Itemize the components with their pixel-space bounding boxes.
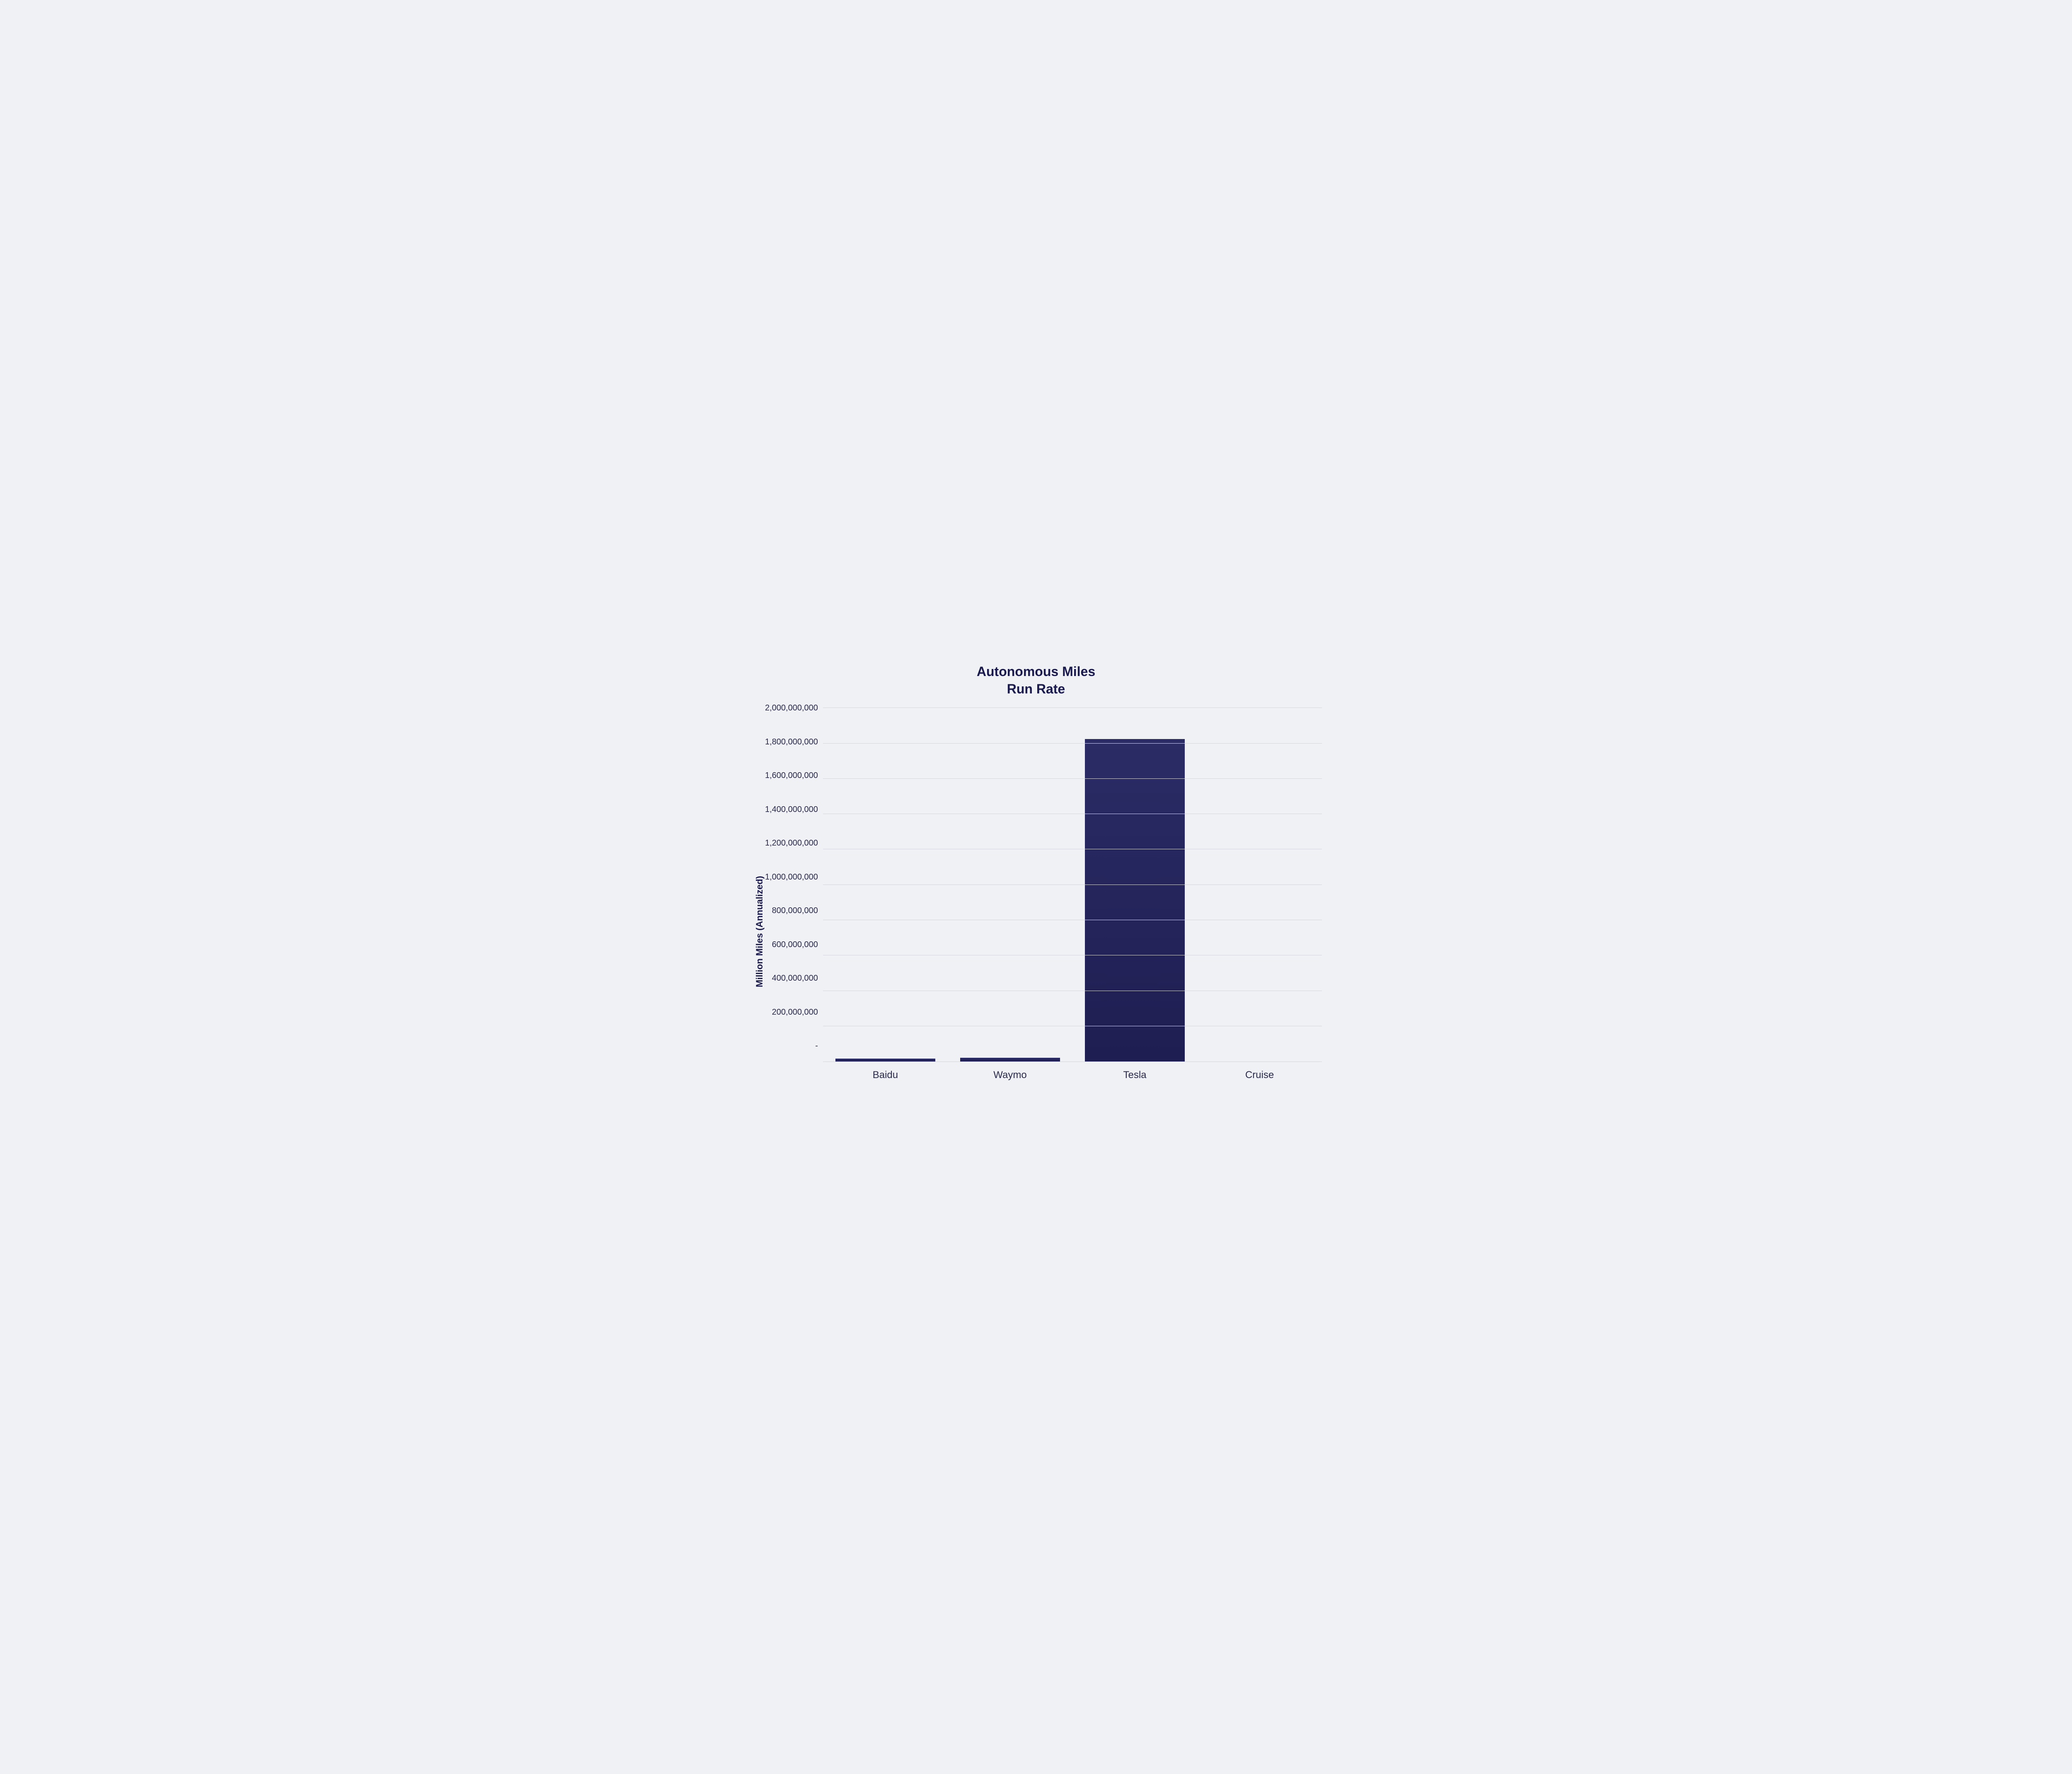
bars-group <box>823 708 1322 1061</box>
bar-slot <box>823 708 948 1061</box>
y-tick: 1,400,000,000 <box>765 805 818 814</box>
plot-wrapper: Million Miles (Annualized) 2,000,000,000… <box>750 708 1339 1081</box>
x-label: Waymo <box>948 1069 1072 1081</box>
title-line-1: Autonomous Miles <box>733 663 1339 681</box>
bar-slot <box>1197 708 1322 1061</box>
y-tick: 1,000,000,000 <box>765 873 818 881</box>
y-tick: 1,600,000,000 <box>765 771 818 780</box>
bar-waymo <box>960 1058 1060 1061</box>
x-label: Baidu <box>823 1069 948 1081</box>
chart-container: Autonomous Miles Run Rate Million Miles … <box>725 655 1347 1119</box>
bar-tesla <box>1085 739 1185 1061</box>
y-tick: 400,000,000 <box>765 974 818 982</box>
y-tick: 2,000,000,000 <box>765 704 818 712</box>
y-tick: 200,000,000 <box>765 1008 818 1016</box>
y-tick-zero: - <box>765 1042 818 1050</box>
y-tick: 800,000,000 <box>765 906 818 915</box>
y-axis-ticks: 2,000,000,000 1,800,000,000 1,600,000,00… <box>765 708 823 1069</box>
y-tick: 1,800,000,000 <box>765 738 818 746</box>
plot-area <box>823 708 1322 1062</box>
x-label: Cruise <box>1197 1069 1322 1081</box>
gridline <box>823 778 1322 779</box>
chart-title: Autonomous Miles Run Rate <box>733 663 1339 698</box>
bar-baidu <box>835 1059 935 1061</box>
gridline <box>823 743 1322 744</box>
x-axis-labels: Baidu Waymo Tesla Cruise <box>823 1069 1322 1081</box>
bar-slot <box>1072 708 1197 1061</box>
y-tick: 1,200,000,000 <box>765 839 818 847</box>
y-tick: 600,000,000 <box>765 940 818 949</box>
x-label: Tesla <box>1072 1069 1197 1081</box>
y-axis-label: Million Miles (Annualized) <box>750 708 765 1081</box>
title-line-2: Run Rate <box>733 681 1339 698</box>
bar-slot <box>948 708 1072 1061</box>
